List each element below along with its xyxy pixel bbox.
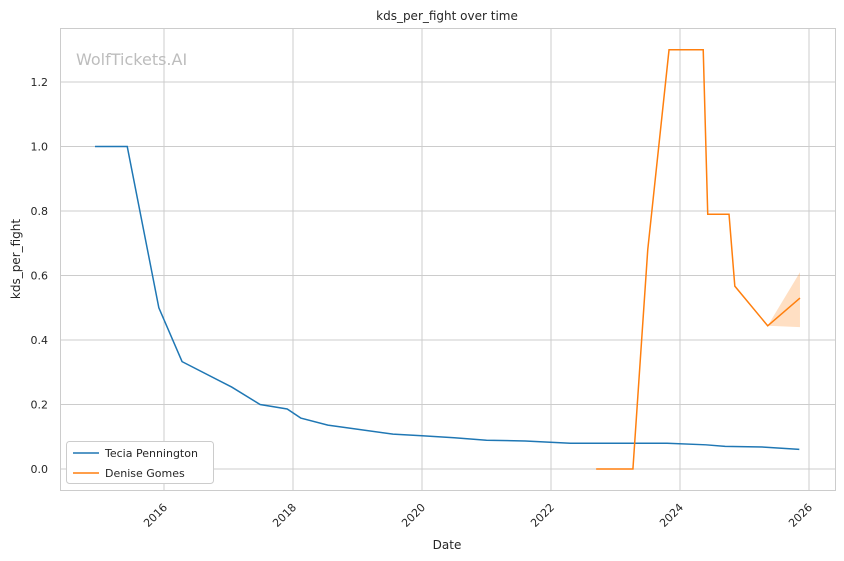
y-tick-label: 1.2: [31, 76, 49, 89]
legend-label-denise: Denise Gomes: [105, 467, 185, 480]
y-tick-label: 0.8: [31, 205, 49, 218]
series-line-denise-gomes: [596, 49, 801, 470]
watermark: WolfTickets.AI: [76, 50, 187, 69]
x-tick-label: 2026: [786, 501, 815, 530]
x-tick-label: 2020: [399, 501, 428, 530]
chart-title: kds_per_fight over time: [376, 9, 518, 23]
series-lines: [94, 49, 801, 470]
x-tick-label: 2022: [528, 501, 557, 530]
grid: [60, 28, 835, 490]
x-tick-label: 2018: [270, 501, 299, 530]
y-tick-label: 1.0: [31, 141, 49, 154]
legend: Tecia Pennington Denise Gomes: [66, 441, 214, 484]
y-tick-label: 0.0: [31, 463, 49, 476]
y-axis-label: kds_per_fight: [9, 219, 23, 300]
legend-box: [66, 441, 214, 484]
y-tick-label: 0.2: [31, 399, 49, 412]
x-tick-label: 2016: [141, 501, 170, 530]
y-tick-label: 0.6: [31, 270, 49, 283]
legend-label-tecia: Tecia Pennington: [104, 447, 198, 460]
confidence-band-denise: [767, 272, 800, 328]
confidence-band: [767, 272, 800, 328]
plot-frame: [60, 28, 836, 491]
x-tick-label: 2024: [657, 501, 686, 530]
x-axis-label: Date: [433, 538, 462, 552]
y-tick-label: 0.4: [31, 334, 49, 347]
series-line-tecia-pennington: [94, 145, 800, 451]
